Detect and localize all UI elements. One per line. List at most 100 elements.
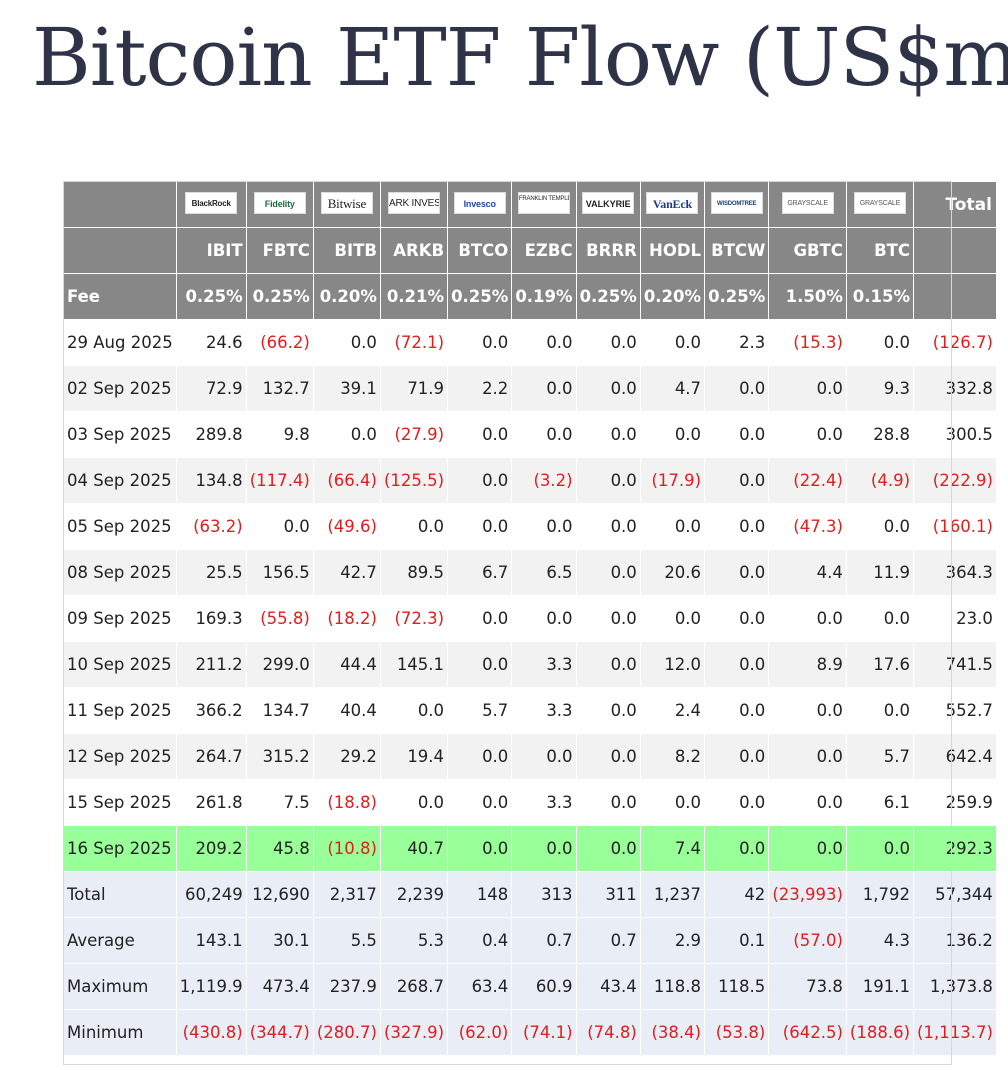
flow-cell: 71.9	[379, 365, 449, 412]
flow-cell: (17.9)	[639, 457, 706, 504]
ticker-header: BITB	[312, 227, 381, 274]
flow-cell: 0.0	[447, 733, 513, 780]
flow-cell: 0.0	[704, 503, 770, 550]
flow-cell: (117.4)	[245, 457, 314, 504]
flow-cell: 0.0	[575, 687, 641, 734]
row-total-cell: 23.0	[913, 595, 997, 642]
logo-cell: VanEck	[639, 181, 706, 228]
summary-cell: 5.3	[379, 917, 449, 964]
flow-cell: 0.0	[639, 411, 706, 458]
flow-cell: 0.0	[704, 595, 770, 642]
flow-cell: 0.0	[704, 825, 770, 872]
flow-cell: 89.5	[379, 549, 449, 596]
flow-cell: 0.0	[768, 595, 847, 642]
summary-cell: 2,317	[312, 871, 381, 918]
summary-cell: (74.1)	[511, 1009, 577, 1056]
flow-cell: 0.0	[575, 411, 641, 458]
table-row: 15 Sep 2025 261.8 7.5 (18.8) 0.0 0.0 3.3 0.0 0.0…	[63, 779, 997, 826]
ticker-header: BTC	[845, 227, 915, 274]
flow-cell: 24.6	[175, 319, 247, 366]
summary-cell: 118.8	[639, 963, 706, 1010]
summary-label: Minimum	[63, 1009, 177, 1056]
invesco-logo: Invesco	[453, 191, 506, 214]
fee-value: 0.25%	[575, 273, 641, 320]
row-date: 08 Sep 2025	[63, 549, 177, 596]
flow-cell: 0.0	[768, 779, 847, 826]
flow-cell: 0.0	[312, 319, 381, 366]
flow-cell: 7.4	[639, 825, 706, 872]
row-total-cell: 259.9	[913, 779, 997, 826]
summary-row: Maximum 1,119.9 473.4 237.9 268.7 63.4 60.9 43.…	[63, 963, 997, 1010]
summary-cell: 5.5	[312, 917, 381, 964]
row-date: 29 Aug 2025	[63, 319, 177, 366]
flow-cell: 0.0	[845, 503, 915, 550]
summary-cell: 136.2	[913, 917, 997, 964]
flow-cell: 0.0	[575, 733, 641, 780]
row-date: 05 Sep 2025	[63, 503, 177, 550]
flow-cell: 40.4	[312, 687, 381, 734]
table-row: 12 Sep 2025 264.7 315.2 29.2 19.4 0.0 0.0 0.0 8.…	[63, 733, 997, 780]
table-row: 29 Aug 2025 24.6 (66.2) 0.0 (72.1) 0.0 0.0 0.0 0…	[63, 319, 997, 366]
logo-header-row: BlackRock Fidelity Bitwise ARK INVEST Invesc…	[63, 181, 997, 228]
flow-cell: 45.8	[245, 825, 314, 872]
flow-cell: 3.3	[511, 687, 577, 734]
flow-cell: 3.3	[511, 779, 577, 826]
flow-cell: 134.7	[245, 687, 314, 734]
summary-cell: 191.1	[845, 963, 915, 1010]
flow-cell: 261.8	[175, 779, 247, 826]
flow-cell: 39.1	[312, 365, 381, 412]
flow-cell: (27.9)	[379, 411, 449, 458]
flow-cell: 29.2	[312, 733, 381, 780]
vaneck-logo: VanEck	[646, 191, 699, 214]
logo-cell: WISDOMTREE	[704, 181, 770, 228]
flow-cell: (18.2)	[312, 595, 381, 642]
flow-cell: 17.6	[845, 641, 915, 688]
flow-cell: 0.0	[639, 779, 706, 826]
flow-cell: 72.9	[175, 365, 247, 412]
flow-cell: 42.7	[312, 549, 381, 596]
ticker-header: HODL	[639, 227, 706, 274]
summary-cell: 57,344	[913, 871, 997, 918]
row-total-cell: (222.9)	[913, 457, 997, 504]
flow-cell: (4.9)	[845, 457, 915, 504]
table-row: 09 Sep 2025 169.3 (55.8) (18.2) (72.3) 0.0 0.0…	[63, 595, 997, 642]
flow-cell: 4.4	[768, 549, 847, 596]
fee-row: Fee 0.25% 0.25% 0.20% 0.21% 0.25% 0.19% 0.25% 0.…	[63, 273, 997, 320]
summary-cell: 0.7	[511, 917, 577, 964]
fidelity-logo: Fidelity	[253, 191, 306, 214]
flow-cell: 132.7	[245, 365, 314, 412]
summary-cell: 42	[704, 871, 770, 918]
summary-cell: (38.4)	[639, 1009, 706, 1056]
row-date: 10 Sep 2025	[63, 641, 177, 688]
summary-cell: 4.3	[845, 917, 915, 964]
valkyrie-logo: VALKYRIE	[582, 191, 635, 214]
row-total-cell: 642.4	[913, 733, 997, 780]
flow-cell: (10.8)	[312, 825, 381, 872]
flow-cell: 8.2	[639, 733, 706, 780]
flow-cell: 0.0	[511, 411, 577, 458]
flow-cell: 0.0	[639, 319, 706, 366]
logo-cell: ARK INVEST	[379, 181, 449, 228]
summary-cell: 148	[447, 871, 513, 918]
flow-cell: 0.0	[845, 595, 915, 642]
summary-cell: 311	[575, 871, 641, 918]
summary-cell: 1,237	[639, 871, 706, 918]
table-row: 10 Sep 2025 211.2 299.0 44.4 145.1 0.0 3.3 0.0 1…	[63, 641, 997, 688]
fee-value: 0.19%	[511, 273, 577, 320]
flow-cell: 0.0	[447, 595, 513, 642]
fee-value: 0.25%	[704, 273, 770, 320]
flow-cell: 40.7	[379, 825, 449, 872]
fee-value: 0.25%	[175, 273, 247, 320]
wisdomtree-logo: WISDOMTREE	[710, 191, 763, 214]
summary-cell: (1,113.7)	[913, 1009, 997, 1056]
table-row: 08 Sep 2025 25.5 156.5 42.7 89.5 6.7 6.5 0.0 20.…	[63, 549, 997, 596]
row-date: 03 Sep 2025	[63, 411, 177, 458]
flow-cell: 264.7	[175, 733, 247, 780]
flow-cell: 0.0	[511, 733, 577, 780]
logo-cell: Fidelity	[245, 181, 314, 228]
flow-cell: 0.0	[511, 825, 577, 872]
table-row: 04 Sep 2025 134.8 (117.4) (66.4) (125.5) 0.0(…	[63, 457, 997, 504]
bitwise-logo: Bitwise	[320, 191, 373, 214]
flow-cell: 0.0	[575, 779, 641, 826]
summary-cell: 60,249	[175, 871, 247, 918]
